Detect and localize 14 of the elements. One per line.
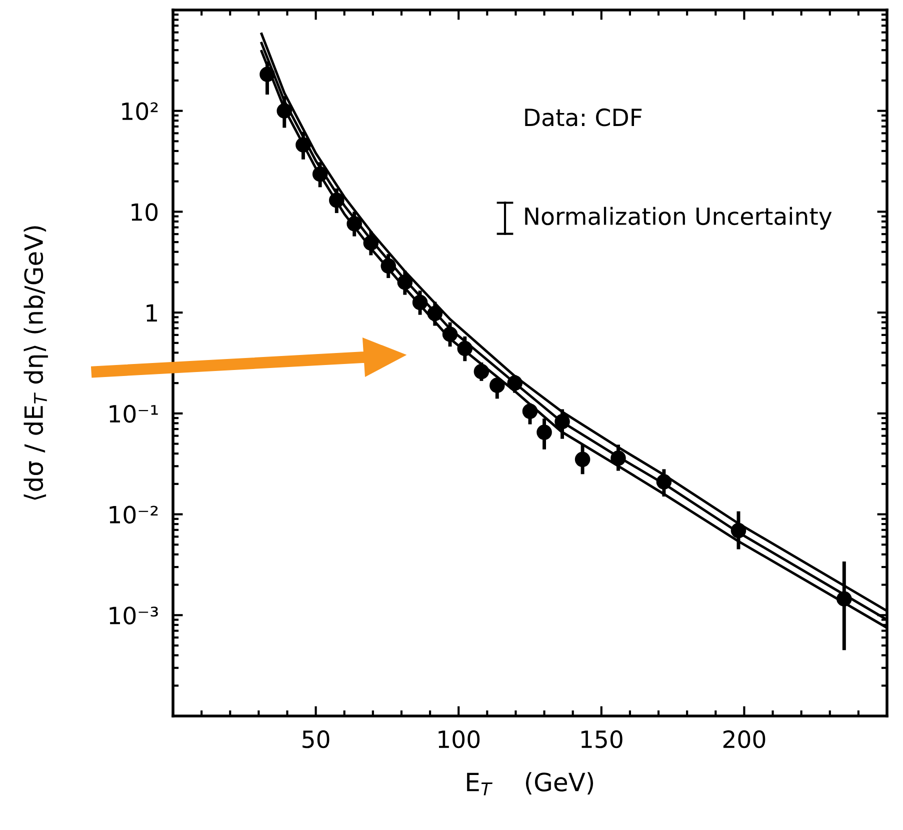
y-tick-label: 1 [146,304,157,322]
y-axis-title: ⟨dσ / dE$_{T}$ dη⟩ (nb/GeV) [24,226,48,500]
y-tick-label: 10⁻³ [110,606,158,624]
y-tick-label: 10 [132,203,158,222]
annotation: Data: CDF [525,108,642,126]
x-tick-label: 100 [438,730,480,748]
x-tick-label: 50 [302,730,330,748]
y-tick-label: 10⁻² [110,506,158,524]
x-tick-label: 200 [723,730,766,748]
text: E$_{T}$ (GeV) [467,772,594,796]
y-tick-label: 10⁻¹ [110,404,158,423]
y-tick-label: 10² [122,102,158,120]
x-tick-label: 150 [581,730,622,748]
annotation: Normalization Uncertainty [525,206,832,230]
